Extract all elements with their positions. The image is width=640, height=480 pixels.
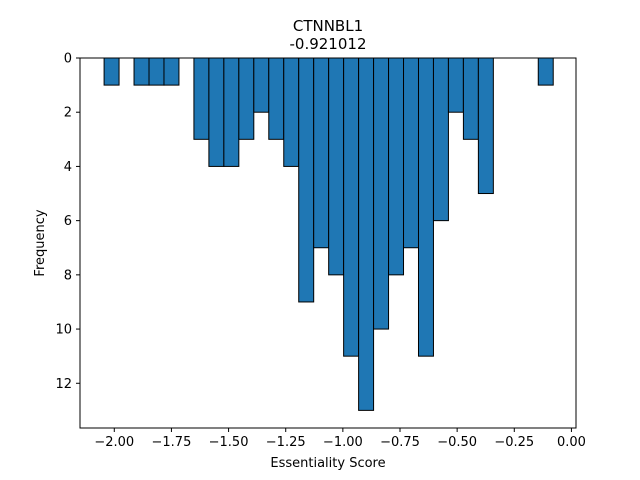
y-tick-label: 12 (55, 377, 72, 392)
bars-layer (103, 57, 554, 411)
histogram-bar (103, 57, 120, 86)
histogram-bar (447, 57, 464, 113)
histogram-bar (432, 57, 449, 222)
chart-subtitle: -0.921012 (290, 35, 367, 53)
histogram-bar (193, 57, 210, 140)
histogram-bar (388, 57, 405, 276)
x-tick-label: 0.00 (557, 435, 586, 450)
histogram-bar (328, 57, 345, 276)
x-tick-label: −1.75 (152, 435, 192, 450)
x-tick-label: −1.50 (209, 435, 249, 450)
histogram-bar (268, 57, 285, 140)
histogram-bar (477, 57, 494, 195)
y-axis: 0 2 4 6 8 10 12 (55, 52, 80, 392)
histogram-bar (223, 57, 240, 167)
histogram-bar (373, 57, 390, 330)
histogram-bar (462, 57, 479, 140)
histogram-bar (298, 57, 315, 303)
x-tick-label: −2.00 (94, 435, 134, 450)
chart-title: CTNNBL1 (293, 17, 363, 35)
histogram-bar (417, 57, 434, 357)
y-tick-label: 4 (64, 160, 72, 175)
histogram-bar (313, 57, 330, 249)
histogram-bar (208, 57, 225, 167)
x-tick-label: −0.75 (380, 435, 420, 450)
x-axis: −2.00 −1.75 −1.50 −1.25 −1.00 −0.75 −0.50 −0.25… (94, 428, 586, 450)
histogram-bar (133, 57, 150, 86)
y-tick-label: 0 (64, 52, 72, 67)
histogram-bar (537, 57, 554, 86)
y-tick-label: 10 (55, 323, 72, 338)
y-tick-label: 6 (64, 214, 72, 229)
histogram-bar (358, 57, 375, 411)
histogram-bar (283, 57, 300, 167)
histogram-bar (343, 57, 360, 357)
y-axis-title: Frequency (33, 209, 48, 276)
x-tick-label: −1.25 (266, 435, 306, 450)
histogram-bar (163, 57, 180, 86)
histogram-bar (148, 57, 165, 86)
histogram-bar (403, 57, 419, 249)
x-axis-title: Essentiality Score (270, 456, 385, 471)
x-tick-label: −0.50 (437, 435, 477, 450)
y-tick-label: 2 (64, 106, 72, 121)
x-tick-label: −1.00 (323, 435, 363, 450)
y-tick-label: 8 (64, 268, 72, 283)
x-tick-label: −0.25 (494, 435, 534, 450)
histogram-bar (253, 57, 270, 113)
plot-frame (79, 57, 577, 429)
histogram-bar (238, 57, 255, 140)
